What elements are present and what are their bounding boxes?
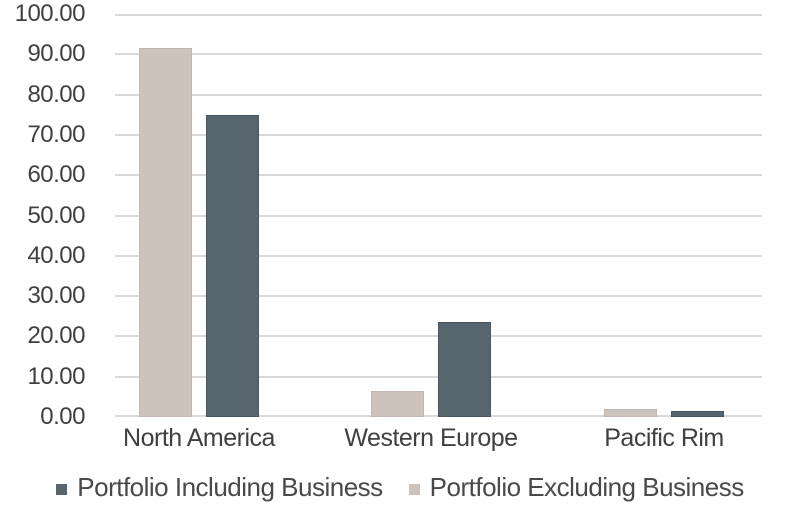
y-axis-tick-label: 100.00: [14, 0, 86, 27]
bar-excluding-north-america: [139, 48, 192, 417]
y-axis-tick-label: 20.00: [27, 322, 85, 350]
category-label-western-europe: Western Europe: [344, 424, 518, 452]
gridline: [115, 254, 762, 257]
category-label-pacific-rim: Pacific Rim: [604, 424, 724, 452]
y-axis-tick-label: 60.00: [27, 161, 85, 189]
legend-item-including: Portfolio Including Business: [56, 472, 383, 503]
y-axis-tick-label: 70.00: [27, 120, 85, 148]
gridline: [115, 14, 762, 16]
legend-item-excluding: Portfolio Excluding Business: [408, 472, 745, 503]
y-axis-tick-label: 30.00: [27, 282, 85, 310]
y-axis-tick-label: 40.00: [27, 241, 85, 269]
legend-label-including: Portfolio Including Business: [77, 472, 383, 502]
bar-including-pacific-rim: [671, 410, 724, 417]
gridline: [115, 53, 762, 56]
legend-swatch-including: [56, 483, 68, 495]
legend-label-excluding: Portfolio Excluding Business: [429, 472, 745, 502]
bar-excluding-pacific-rim: [604, 408, 657, 417]
category-label-north-america: North America: [123, 424, 275, 452]
y-axis-tick-label: 50.00: [27, 201, 85, 229]
legend-swatch-excluding: [408, 483, 420, 495]
legend: Portfolio Including Business Portfolio E…: [0, 472, 800, 503]
y-axis-tick-label: 90.00: [27, 40, 85, 68]
gridline: [115, 93, 762, 96]
bar-excluding-western-europe: [371, 390, 424, 417]
y-axis-tick-label: 80.00: [27, 80, 85, 108]
gridline: [115, 174, 762, 177]
y-axis-tick-label: 0.00: [40, 403, 85, 430]
gridline: [115, 295, 762, 298]
gridline: [115, 214, 762, 217]
bar-including-north-america: [206, 114, 259, 417]
bar-including-western-europe: [438, 322, 491, 417]
gridline: [115, 133, 762, 136]
plot-area: [115, 14, 762, 417]
y-axis-tick-label: 10.00: [27, 362, 85, 390]
